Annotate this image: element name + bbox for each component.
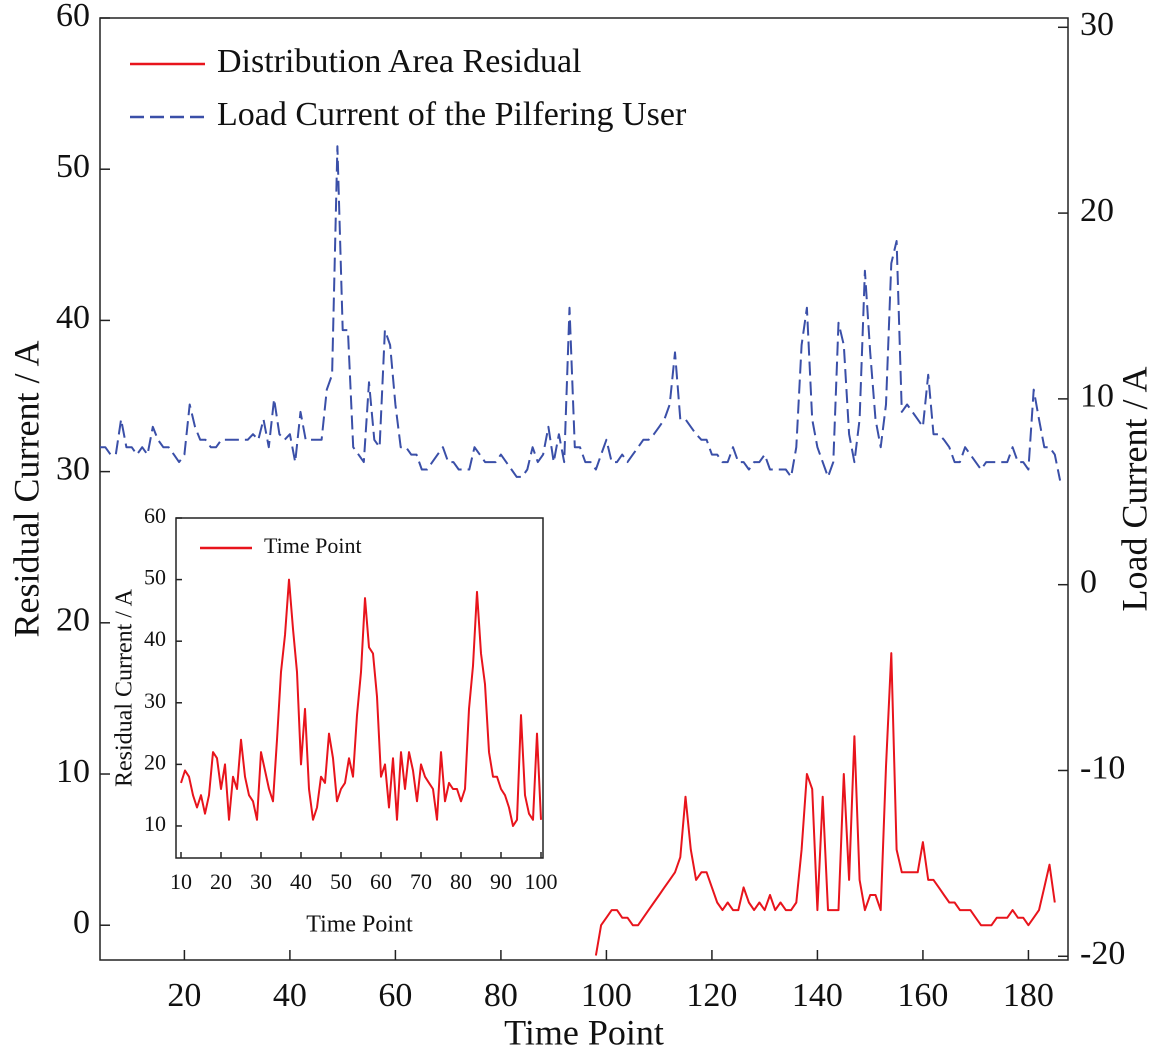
plot-area [99,17,1069,961]
x-axis-label: Time Point [306,912,413,938]
legend-label: Time Point [264,533,362,558]
y-tick-label: 60 [144,503,166,528]
x-tick-label: 20 [210,869,232,894]
x-tick-label: 120 [686,977,737,1014]
y2-tick-label: -20 [1080,935,1125,972]
y2-tick-label: 10 [1080,378,1114,415]
y-axis-label: Residual Current / A [6,341,46,638]
x-tick-label: 100 [525,869,558,894]
y2-tick-label: 30 [1080,6,1114,43]
x-tick-label: 160 [897,977,948,1014]
x-tick-label: 80 [484,977,518,1014]
x-tick-label: 70 [410,869,432,894]
y-tick-label: 30 [144,688,166,713]
x-tick-label: 40 [290,869,312,894]
y-tick-label: 10 [56,753,90,790]
y2-tick-label: -10 [1080,749,1125,786]
y-tick-label: 50 [144,565,166,590]
x-tick-label: 140 [792,977,843,1014]
y-tick-label: 0 [73,904,90,941]
series-line [594,652,1056,956]
x-axis-label: Time Point [504,1012,664,1052]
x-tick-label: 10 [170,869,192,894]
y-tick-label: 60 [56,0,90,34]
x-tick-label: 60 [378,977,412,1014]
legend-label: Distribution Area Residual [217,43,582,80]
y-tick-label: 30 [56,450,90,487]
y-tick-label: 40 [144,626,166,651]
y-tick-label: 50 [56,148,90,185]
legend-label: Load Current of the Pilfering User [217,96,687,133]
series-line [100,145,1062,481]
y-tick-label: 20 [56,602,90,639]
y2-tick-label: 0 [1080,563,1097,600]
x-tick-label: 80 [450,869,472,894]
x-tick-label: 90 [490,869,512,894]
x-tick-label: 30 [250,869,272,894]
x-tick-label: 60 [370,869,392,894]
y2-tick-label: 20 [1080,192,1114,229]
y-tick-label: 20 [144,749,166,774]
y2-axis-label: Load Current / A [1114,367,1154,612]
x-tick-label: 20 [167,977,201,1014]
y-axis-label: Residual Current / A [112,588,138,787]
x-tick-label: 180 [1003,977,1054,1014]
y-tick-label: 40 [56,299,90,336]
series-line [180,578,542,827]
x-tick-label: 50 [330,869,352,894]
y-tick-label: 10 [144,811,166,836]
x-tick-label: 100 [581,977,632,1014]
x-tick-label: 40 [273,977,307,1014]
